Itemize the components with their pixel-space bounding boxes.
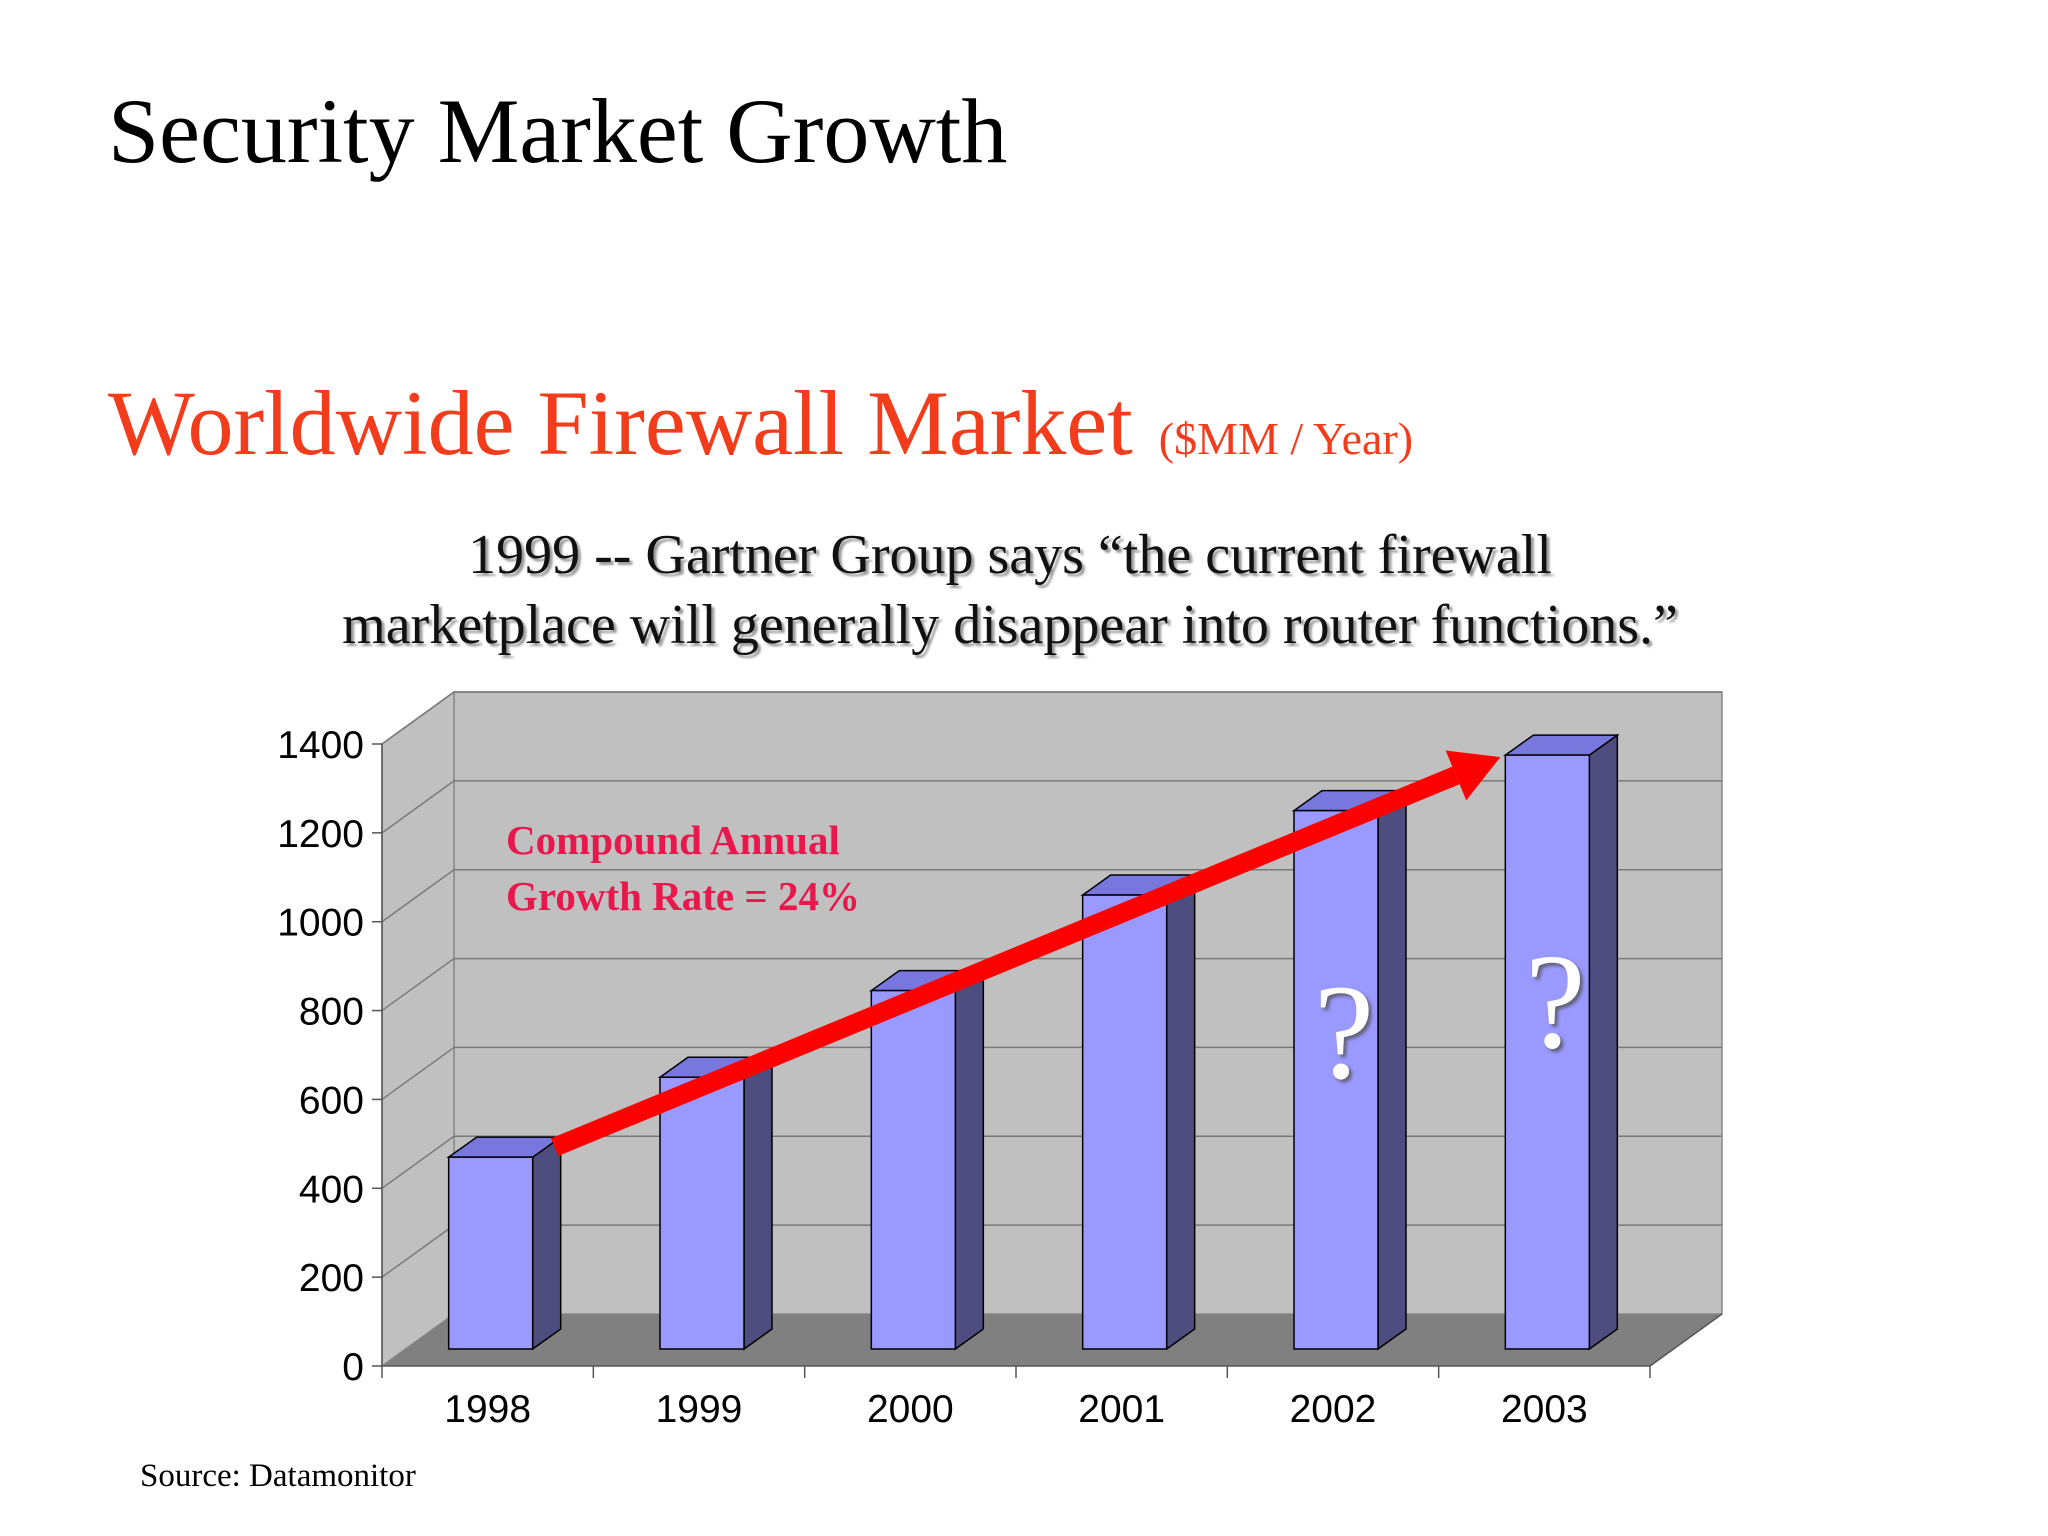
x-axis-ticks: 1998 1999 2000 2001 2002 2003 xyxy=(381,1313,1723,1431)
y-axis-ticks: 0 200 400 600 800 1000 1200 1400 xyxy=(277,724,383,1389)
y-tick-label: 800 xyxy=(299,991,364,1034)
x-tick-label: 1998 xyxy=(444,1388,531,1431)
bar-2003: ? xyxy=(1502,733,1620,1351)
annotation-line-2: Growth Rate = 24% xyxy=(506,873,860,919)
y-tick-label: 600 xyxy=(299,1079,364,1122)
quote-line-2: marketplace will generally disappear int… xyxy=(342,594,1678,656)
bar-side xyxy=(1165,873,1196,1351)
y-tick-label: 1200 xyxy=(277,813,364,856)
projected-question-mark: ? xyxy=(1314,958,1374,1108)
x-tick-label: 1999 xyxy=(656,1388,743,1431)
x-tick-label: 2002 xyxy=(1290,1388,1377,1431)
chart-title: Worldwide Firewall Market ($MM / Year) xyxy=(108,370,1413,476)
x-tick-label: 2001 xyxy=(1078,1388,1165,1431)
x-tick-label: 2003 xyxy=(1501,1388,1588,1431)
bar-front xyxy=(870,989,957,1350)
bar-front xyxy=(1504,754,1591,1350)
y-tick-label: 1000 xyxy=(277,902,364,945)
bar-2000 xyxy=(868,969,986,1351)
gridline-side xyxy=(381,869,455,923)
trend-arrow-head xyxy=(1445,750,1501,801)
bar-front xyxy=(1081,894,1168,1350)
bar-1998 xyxy=(446,1135,564,1351)
bar-front xyxy=(1293,809,1379,1350)
chart-unit: ($MM / Year) xyxy=(1158,413,1414,464)
projected-question-mark: ? xyxy=(1525,927,1585,1077)
y-tick-label: 200 xyxy=(299,1257,364,1300)
gridline-side xyxy=(381,1135,455,1189)
trend-arrow-shaft xyxy=(551,766,1460,1156)
gridline-side xyxy=(381,957,455,1012)
trend-arrow xyxy=(551,750,1501,1156)
bar-side xyxy=(531,1135,562,1351)
slide-title: Security Market Growth xyxy=(108,80,1008,182)
bar-front xyxy=(447,1156,534,1350)
annotation-line-1: Compound Annual xyxy=(506,817,840,863)
gridline-side xyxy=(381,780,455,834)
side-wall xyxy=(381,690,455,1368)
source-note: Source: Datamonitor xyxy=(140,1458,416,1494)
bar-side xyxy=(1588,733,1619,1351)
y-tick-label: 0 xyxy=(342,1346,364,1389)
x-axis-depth-line xyxy=(1649,1313,1723,1367)
gridline-side xyxy=(381,1046,455,1101)
bar-side xyxy=(743,1055,773,1351)
y-tick-label: 1400 xyxy=(277,724,364,767)
x-tick-label: 2000 xyxy=(867,1388,954,1431)
gridline-side xyxy=(381,691,455,745)
chart-bars: ?? xyxy=(446,733,1620,1351)
quote-line-1: 1999 -- Gartner Group says “the current … xyxy=(468,524,1552,586)
y-tick-label: 400 xyxy=(299,1168,364,1211)
gartner-quote: 1999 -- Gartner Group says “the current … xyxy=(200,520,1820,660)
bar-side xyxy=(1377,789,1407,1351)
gridline-side xyxy=(381,1224,455,1278)
bar-2002: ? xyxy=(1291,789,1409,1351)
bar-side xyxy=(954,969,985,1351)
chart-title-text: Worldwide Firewall Market xyxy=(108,372,1133,474)
bar-2001 xyxy=(1080,873,1198,1351)
bar-front xyxy=(659,1076,745,1350)
